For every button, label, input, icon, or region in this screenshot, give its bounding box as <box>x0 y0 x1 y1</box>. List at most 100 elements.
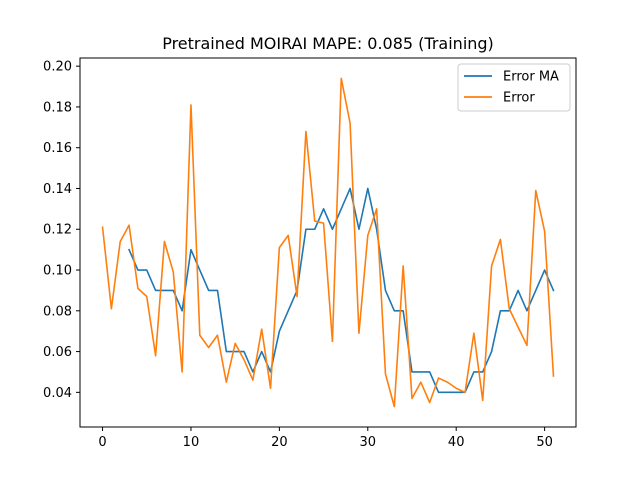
data-point-error <box>269 387 271 389</box>
data-point-error <box>331 340 333 342</box>
y-tick-label: 0.06 <box>43 345 72 360</box>
data-point-error-ma <box>137 269 139 271</box>
data-point-error-ma <box>499 310 501 312</box>
data-point-error <box>225 381 227 383</box>
data-point-error <box>384 373 386 375</box>
data-point-error <box>437 377 439 379</box>
y-tick-label: 0.14 <box>43 182 72 197</box>
y-tick-label: 0.20 <box>43 60 72 75</box>
data-point-error-ma <box>216 289 218 291</box>
data-point-error-ma <box>340 208 342 210</box>
data-point-error-ma <box>163 289 165 291</box>
data-point-error <box>128 224 130 226</box>
data-point-error <box>243 359 245 361</box>
x-tick-label: 40 <box>448 435 465 450</box>
data-point-error-ma <box>287 310 289 312</box>
data-point-error-ma <box>234 350 236 352</box>
data-point-error-ma <box>367 187 369 189</box>
series-line-error <box>101 77 555 408</box>
axes: 0 10 20 30 40 50 0.04 0.06 0.08 0.10 0.12 0.14 0.16 0… <box>43 57 577 450</box>
data-point-error-ma <box>526 310 528 312</box>
data-point-error-ma <box>322 208 324 210</box>
data-point-error-ma <box>428 371 430 373</box>
data-point-error-ma <box>331 228 333 230</box>
x-tick-label: 30 <box>360 435 377 450</box>
data-point-error-ma <box>437 391 439 393</box>
data-point-error <box>119 240 121 242</box>
data-point-error-ma <box>181 310 183 312</box>
data-point-error <box>446 381 448 383</box>
data-point-error <box>420 381 422 383</box>
y-tick-label: 0.16 <box>43 141 72 156</box>
data-point-error-ma <box>384 289 386 291</box>
data-point-error <box>216 334 218 336</box>
data-point-error-ma <box>446 391 448 393</box>
data-point-error <box>110 308 112 310</box>
data-point-error <box>234 342 236 344</box>
data-point-error-ma <box>482 371 484 373</box>
x-tick-label: 20 <box>271 435 288 450</box>
data-point-error <box>172 271 174 273</box>
data-point-error-ma <box>535 289 537 291</box>
data-point-error-ma <box>349 187 351 189</box>
y-tick-label: 0.10 <box>43 264 72 279</box>
data-point-error-ma <box>490 350 492 352</box>
data-point-error-ma <box>517 289 519 291</box>
data-point-error-ma <box>314 228 316 230</box>
data-point-error-ma <box>473 371 475 373</box>
data-point-error-ma <box>243 350 245 352</box>
data-point-error <box>526 344 528 346</box>
data-point-error-ma <box>260 350 262 352</box>
data-point-error <box>340 77 342 79</box>
y-tick-label: 0.08 <box>43 304 72 319</box>
y-tick-label: 0.12 <box>43 223 72 238</box>
data-point-error <box>190 104 192 106</box>
data-point-error <box>464 391 466 393</box>
data-point-error <box>428 401 430 403</box>
data-point-error-ma <box>420 371 422 373</box>
data-point-error <box>473 332 475 334</box>
data-point-error-ma <box>278 330 280 332</box>
legend: Error MA Error <box>457 63 571 112</box>
data-point-error-ma <box>199 269 201 271</box>
data-point-error-ma <box>543 269 545 271</box>
data-point-error <box>199 334 201 336</box>
data-point-error <box>154 354 156 356</box>
data-point-error <box>367 234 369 236</box>
data-point-error <box>146 295 148 297</box>
data-point-error <box>490 265 492 267</box>
x-tick-label: 0 <box>98 435 106 450</box>
data-point-error <box>393 405 395 407</box>
data-point-error-ma <box>305 228 307 230</box>
data-point-error-ma <box>411 371 413 373</box>
data-point-error <box>411 397 413 399</box>
data-point-error-ma <box>358 228 360 230</box>
data-point-error <box>101 226 103 228</box>
data-point-error <box>137 287 139 289</box>
plot-frame <box>79 57 577 428</box>
data-point-error-ma <box>225 350 227 352</box>
data-point-error-ma <box>190 248 192 250</box>
x-tick-label: 50 <box>536 435 553 450</box>
data-point-error <box>287 234 289 236</box>
data-point-error <box>181 371 183 373</box>
chart-title: Pretrained MOIRAI MAPE: 0.085 (Training) <box>162 34 494 53</box>
data-point-error <box>499 238 501 240</box>
data-point-error-ma <box>154 289 156 291</box>
data-point-error <box>314 220 316 222</box>
data-point-error-ma <box>455 391 457 393</box>
data-point-error <box>482 399 484 401</box>
data-point-error <box>260 328 262 330</box>
data-point-error <box>517 326 519 328</box>
series-group <box>101 77 555 408</box>
data-point-error <box>322 222 324 224</box>
data-point-error-ma <box>393 310 395 312</box>
data-point-error <box>349 122 351 124</box>
data-point-error-ma <box>207 289 209 291</box>
legend-label: Error <box>503 91 535 106</box>
data-point-error <box>535 189 537 191</box>
series-line-error-ma <box>128 187 555 394</box>
x-tick-label: 10 <box>183 435 200 450</box>
data-point-error <box>358 332 360 334</box>
